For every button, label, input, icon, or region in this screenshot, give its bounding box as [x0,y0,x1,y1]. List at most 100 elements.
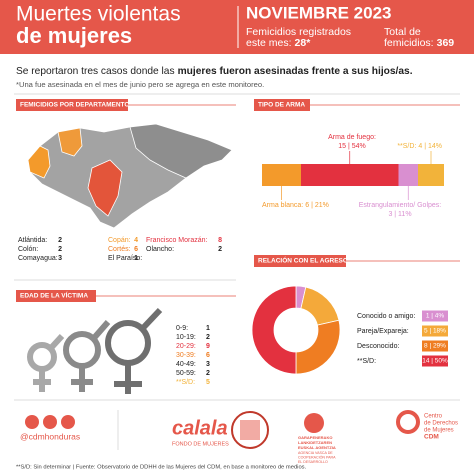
dept-value: 2 [218,246,222,253]
dept-name: Cortés: [108,246,131,253]
intro-text: Se reportaron tres casos donde las mujere… [16,66,413,77]
stat-label: este mes: 28* [246,37,311,49]
legend-value: 14 | 50% [422,358,448,365]
age-value: 2 [206,334,210,341]
cdm-text: de Mujeres [424,428,454,434]
legend-value: 8 | 29% [424,343,446,350]
age-value: 9 [206,343,210,350]
legend-swatch [422,355,448,367]
basque-text: COOPERACIÓN PARA [298,454,336,459]
dept-value: 8 [218,237,222,244]
legend-swatch [422,325,448,337]
legend-swatch [422,340,448,352]
age-name: 30-39: [176,352,196,359]
social-icons [25,415,75,429]
section-title: FEMICIDIOS POR DEPARTAMENTO [20,102,129,109]
basque-logo [304,413,324,433]
legend-name: Desconocido: [357,343,399,350]
dept-value: 2 [58,237,62,244]
section-label-bg [254,99,310,111]
stat-label: femicidios: 369 [384,37,454,49]
age-name: **S/D: [176,379,195,386]
map [27,123,233,229]
series-label-part: 4 | 14% [418,143,442,150]
legend-name: **S/D: [357,358,376,365]
intro-note: *Una fue asesinada en el mes de junio pe… [16,80,264,89]
age-value: 2 [206,370,210,377]
basque-text: LANKIDETZAREN [298,440,332,445]
bar-segment [418,164,444,186]
section-label-bg [254,255,346,267]
legend-swatch [422,310,448,322]
header-band [0,0,474,54]
section-title: TIPO DE ARMA [258,102,305,109]
legend-value: 5 | 18% [424,328,446,335]
basque-text: EL DESARROLLO [298,460,328,464]
age-value: 6 [206,352,210,359]
section-label-bg [16,290,96,302]
coat-of-arms [231,411,269,449]
stat-label: Total de [384,26,421,38]
dept-value: 6 [134,246,138,253]
value-label: 15 | 54% [338,143,366,150]
intro-text-part: mujeres fueron asesinadas frente a sus h… [178,66,413,77]
intro-text-part: Se reportaron tres casos donde las [16,66,175,77]
series-label-part: 6 | 21% [305,202,329,209]
coat-of-arms [240,420,260,440]
stat-label-part: femicidios: [384,37,434,49]
age-value: 3 [206,361,210,368]
cdm-text: Centro [424,414,443,420]
dept-name: Francisco Morazán: [146,237,208,244]
section-title: RELACIÓN CON EL AGRESOR [258,256,353,265]
dept-name: Comayagua: [18,255,58,262]
cdm-logo [396,410,420,434]
bar-segment [398,164,418,186]
age-name: 20-29: [176,343,196,350]
cdm-text: de Derechos [424,421,458,427]
dept-name: Atlántida: [18,237,47,244]
title: de mujeres [16,23,132,48]
age-name: 10-19: [176,334,196,341]
series-name: Arma de fuego: [328,134,376,141]
series-label: **S/D: 4 | 14% [397,143,442,150]
age-name: 40-49: [176,361,196,368]
source: **S/D: Sin determinar | Fuente: Observat… [16,465,307,471]
age-name: 50-59: [176,370,196,377]
series-label: Arma blanca: 6 | 21% [262,202,329,209]
month: NOVIEMBRE 2023 [246,3,392,22]
age-name: 0-9: [176,325,188,332]
bar-segment [301,164,399,186]
stat-label: Femicidios registrados [246,26,351,38]
section-label-bg [16,99,128,111]
legend-value: 1 | 4% [426,313,445,320]
dept-name: Olancho: [146,246,174,253]
legend-name: Conocido o amigo: [357,313,415,320]
series-name: Estrangulamiento/ Golpes: [359,202,442,209]
basque-text: AGENCIA VASCA DE [298,451,333,455]
dept-value: 3 [58,255,62,262]
dept-name: Copán: [108,237,131,244]
dept-value: 1 [134,255,138,262]
stat-label-part: 28* [295,37,312,49]
age-value: 5 [206,379,210,386]
bar-segment [262,164,301,186]
age-value: 1 [206,325,210,332]
stat-label-part: este mes: [246,37,292,49]
dept-value: 4 [134,237,138,244]
basque-text: EUSKAL AGENTZIA [298,445,336,450]
series-label-part: **S/D: [397,143,416,150]
dept-name: El Paraíso: [108,255,142,262]
title: Muertes violentas [16,3,181,26]
stat-label-part: 369 [437,37,455,49]
calala-sub: FONDO DE MUJERES [172,441,229,447]
value-label: 3 | 11% [388,211,411,218]
handle: @cdmhonduras [20,431,80,441]
dept-name: Colón: [18,246,38,253]
age-icons [27,307,163,394]
legend-name: Pareja/Expareja: [357,328,409,335]
series-label-part: Arma blanca: [262,202,303,209]
donut-slice [251,285,297,375]
